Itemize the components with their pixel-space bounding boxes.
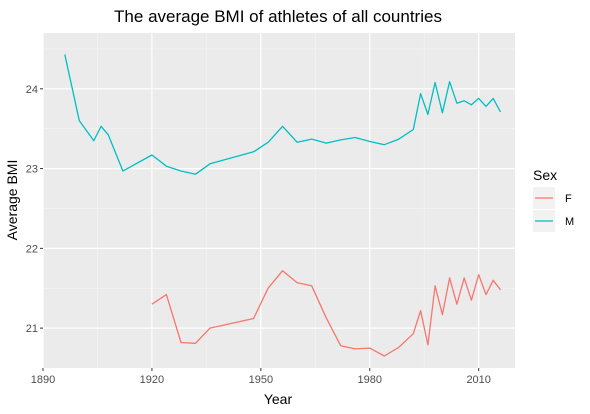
x-tick-label: 1890 bbox=[31, 374, 55, 386]
y-axis-ticks: 21 22 23 24 bbox=[26, 84, 43, 335]
x-axis-title: Year bbox=[264, 391, 293, 407]
y-tick-label: 23 bbox=[26, 164, 38, 176]
y-axis-title: Average BMI bbox=[4, 160, 20, 241]
legend-title: Sex bbox=[533, 167, 557, 183]
x-tick-label: 1980 bbox=[358, 374, 382, 386]
series-lines bbox=[64, 54, 502, 357]
legend: Sex FM bbox=[533, 167, 574, 232]
y-tick-label: 22 bbox=[26, 243, 38, 255]
x-tick-label: 1950 bbox=[249, 374, 273, 386]
plot-panel bbox=[43, 33, 515, 368]
major-gridlines bbox=[42, 33, 515, 368]
legend-items: FM bbox=[533, 187, 574, 232]
x-axis-ticks: 1890 1920 1950 1980 2010 bbox=[31, 368, 491, 386]
y-tick-label: 24 bbox=[26, 84, 38, 96]
series-line-f bbox=[151, 270, 502, 357]
series-line-m bbox=[64, 54, 502, 175]
x-tick-label: 1920 bbox=[140, 374, 164, 386]
y-tick-label: 21 bbox=[26, 323, 38, 335]
x-tick-label: 2010 bbox=[466, 374, 490, 386]
legend-label-f: F bbox=[565, 193, 572, 205]
chart-title: The average BMI of athletes of all count… bbox=[114, 7, 442, 26]
legend-label-m: M bbox=[565, 216, 574, 228]
